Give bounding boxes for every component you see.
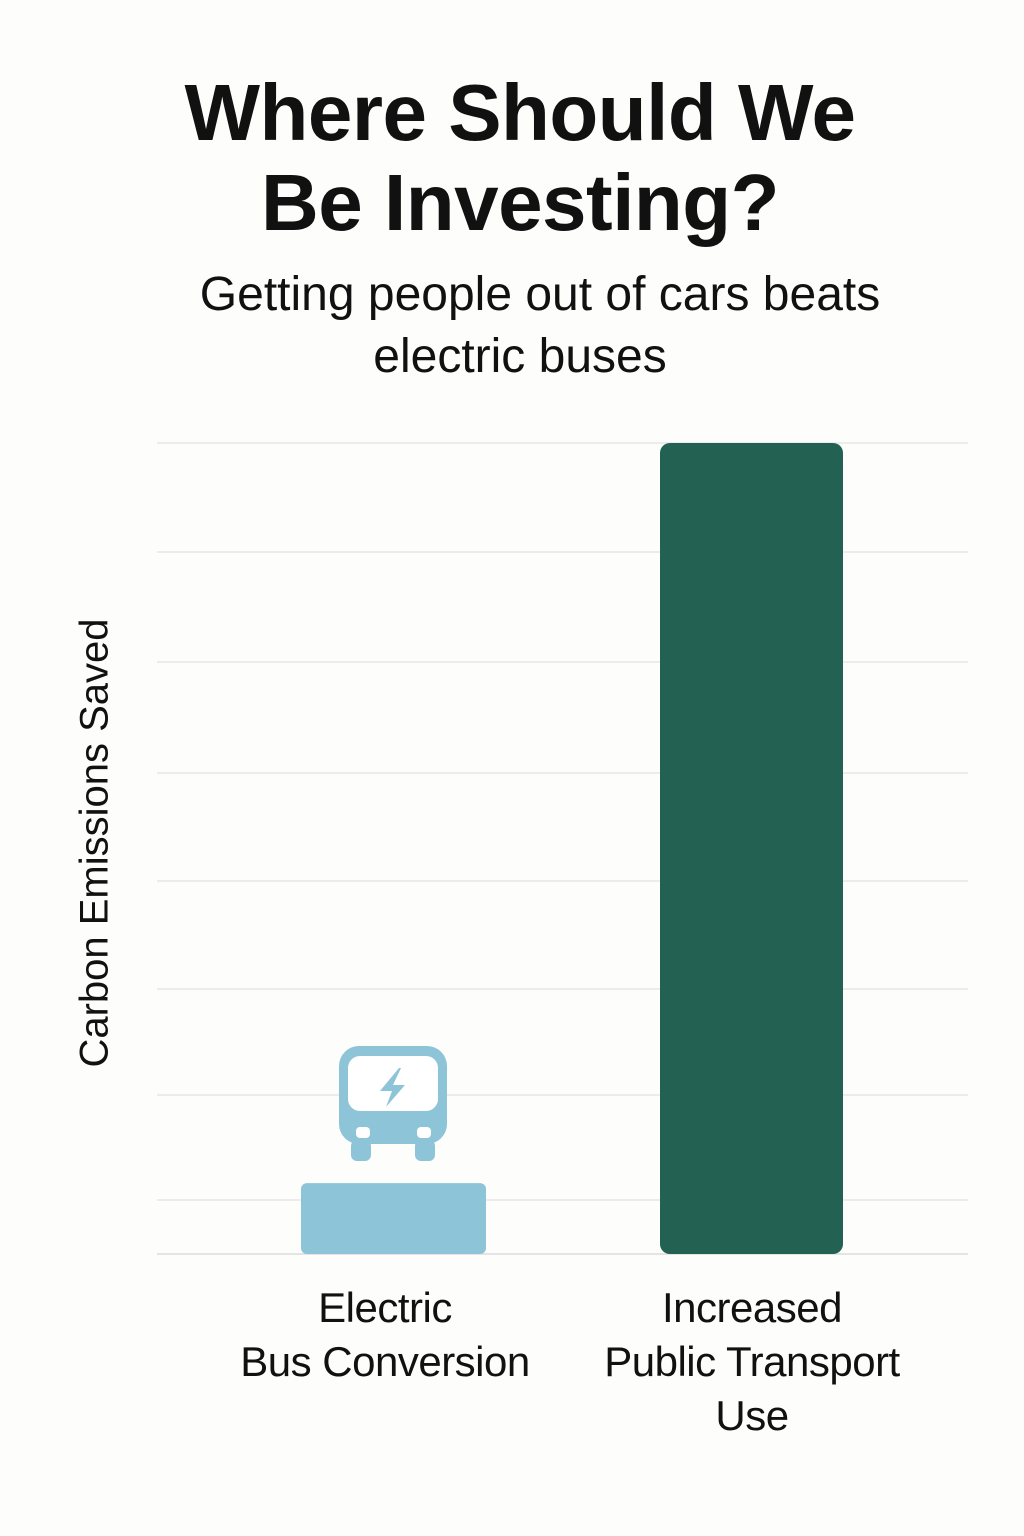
x-tick-label-line: Electric — [318, 1284, 452, 1331]
electric-bus-icon — [339, 1046, 447, 1161]
chart-subtitle-line-2: electric buses — [373, 330, 667, 383]
x-tick-label-electric-bus-conversion: Electric Bus Conversion — [215, 1281, 555, 1389]
x-tick-label-line: Bus Conversion — [240, 1338, 530, 1385]
gridlines — [157, 442, 968, 1255]
bars — [301, 443, 843, 1254]
x-tick-label-increased-public-transport-use: Increased Public Transport Use — [576, 1281, 928, 1443]
bar-electric-bus-conversion — [301, 1183, 486, 1254]
bar-increased-public-transport-use — [660, 443, 843, 1254]
chart-title-line-1: Where Should We — [184, 68, 856, 157]
chart-title-line-2: Be Investing? — [260, 158, 780, 247]
x-tick-label-line: Public Transport — [604, 1338, 900, 1385]
x-tick-label-line: Increased — [662, 1284, 842, 1331]
x-tick-label-line: Use — [715, 1392, 789, 1439]
chart-subtitle-line-1: Getting people out of cars beats — [199, 268, 881, 321]
